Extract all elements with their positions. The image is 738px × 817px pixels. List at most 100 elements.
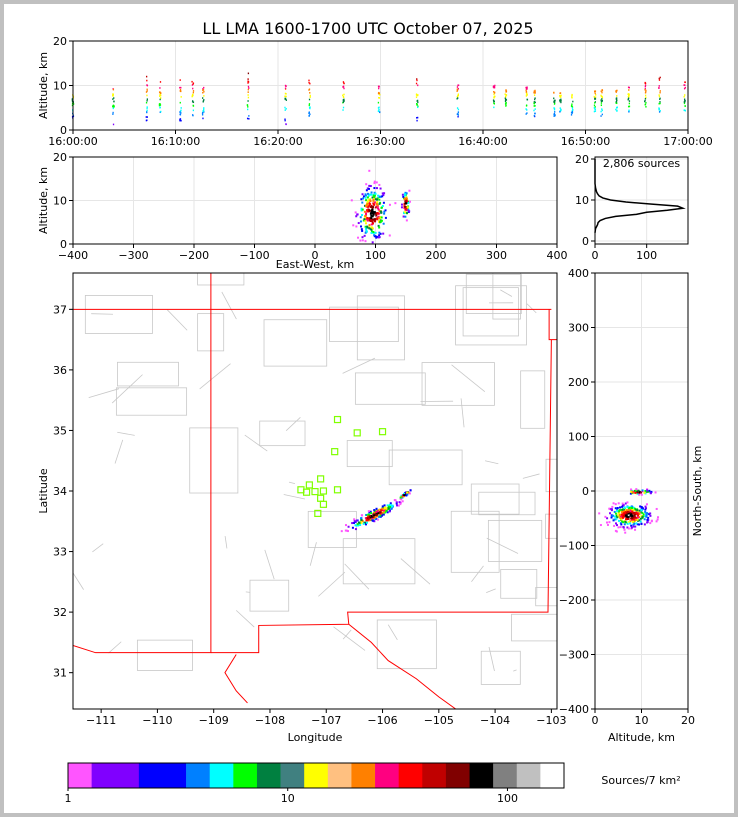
time-source [684,84,686,86]
source-pixel [379,220,382,223]
x-tick-label: −109 [199,714,229,727]
source-pixel [642,513,645,516]
source-pixel [384,506,387,509]
source-pixel [344,529,347,532]
time-source [533,105,535,107]
source-pixel [391,505,394,508]
time-source [553,97,555,100]
time-source [247,82,249,84]
time-source [571,109,574,111]
y-tick-label: 37 [53,303,67,316]
source-pixel [365,212,368,215]
source-pixel [631,505,634,508]
source-pixel [641,511,644,514]
source-pixel [380,216,383,219]
source-pixel [627,507,630,510]
source-pixel [346,530,349,533]
source-pixel [373,509,376,512]
source-pixel [626,501,629,504]
source-pixel [356,213,359,216]
x-tick-label: 100 [636,249,657,262]
source-pixel [367,187,370,190]
source-pixel [364,222,367,225]
y-tick-label: −200 [559,594,589,607]
source-pixel [405,211,408,214]
colorbar-segment [186,763,211,788]
source-pixel [403,203,406,206]
source-pixel [381,195,384,198]
source-pixel [359,239,362,242]
time-source [627,95,630,98]
source-pixel [626,522,629,525]
source-pixel [364,523,367,526]
y-tick-label: 0 [582,235,589,248]
source-pixel [625,514,628,517]
y-tick-label: −300 [559,649,589,662]
time-source [553,113,555,116]
source-pixel [362,195,365,198]
source-pixel [401,500,404,503]
source-pixel [394,202,397,205]
county-boundary [264,549,275,580]
time-source [145,75,148,78]
state-boundary [548,309,557,341]
time-source [595,93,597,96]
source-pixel [629,511,632,514]
time-source [533,94,536,97]
y-tick-label: 400 [568,267,589,280]
time-source [416,78,418,80]
time-source [644,91,647,94]
source-pixel [381,505,384,508]
source-pixel [636,492,639,495]
source-pixel [624,531,627,534]
county-boundary [114,439,124,464]
lma-station [319,487,328,495]
x-tick-label: −110 [142,714,172,727]
source-pixel [635,512,638,515]
time-source [202,89,205,91]
state-boundaries [73,273,557,709]
source-pixel [368,209,371,212]
source-pixel [617,515,620,518]
county-boundary [117,431,135,436]
time-source [628,89,630,91]
source-pixel [614,512,617,515]
source-pixel [622,521,625,524]
source-pixel [403,198,406,201]
time-column [201,86,205,120]
colorbar-label: Sources/7 km² [601,774,680,787]
time-source [628,102,630,105]
colorbar: 1 10 100 Sources/7 km² [65,762,681,805]
time-source [309,106,311,109]
time-source [416,116,418,119]
time-source [616,106,618,109]
x-tick-label: −200 [179,249,209,262]
source-pixel [614,503,617,506]
source-pixel [373,516,376,519]
colorbar-segment [493,763,518,788]
source-pixel [644,489,647,492]
source-pixel [361,208,364,211]
source-pixel [378,515,381,518]
time-source [600,99,602,101]
time-source [505,101,507,104]
source-pixel [403,206,406,209]
time-source [601,113,603,116]
county-boundary [244,434,268,452]
time-source [180,86,182,89]
time-source [146,88,148,91]
source-pixel [383,212,386,215]
time-source [658,86,660,89]
time-source [159,87,161,89]
time-source [616,95,618,97]
source-pixel [640,506,643,509]
source-pixel [632,520,635,523]
source-pixel [631,510,634,513]
source-pixel [620,518,623,521]
time-column [570,93,574,116]
county-boundary [333,626,366,651]
source-pixel [363,234,366,237]
source-pixel [408,189,411,192]
time-source [191,100,194,103]
source-pixel [404,215,407,218]
